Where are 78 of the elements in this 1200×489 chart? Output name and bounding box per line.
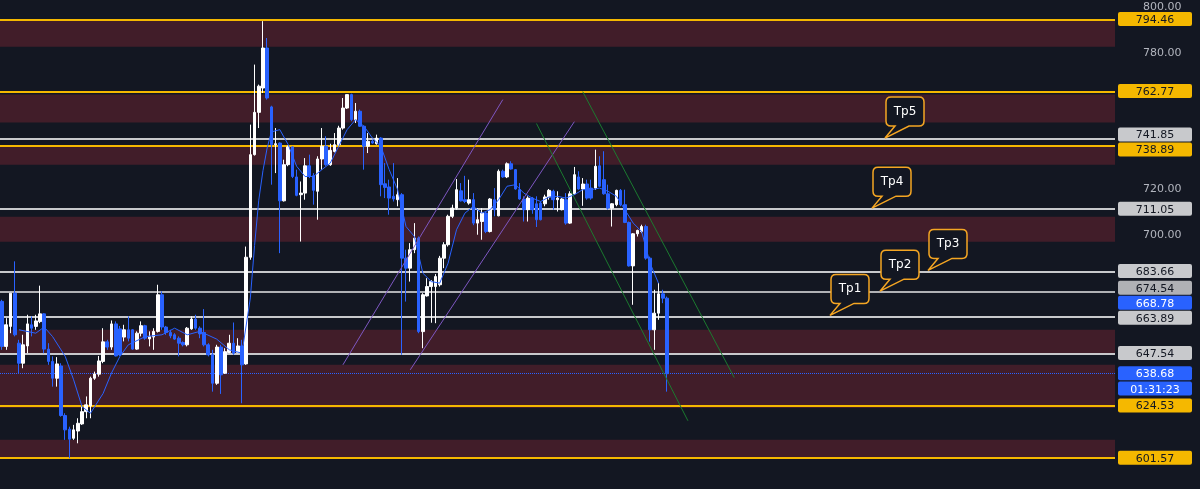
candlestick bbox=[143, 324, 147, 341]
candlestick bbox=[564, 192, 568, 226]
candlestick bbox=[484, 211, 488, 234]
ref-line-label: 624.53 bbox=[1135, 399, 1175, 413]
candlestick bbox=[148, 330, 151, 347]
candlestick bbox=[472, 192, 475, 226]
candlestick bbox=[497, 168, 500, 217]
candlestick bbox=[219, 344, 223, 395]
candlestick bbox=[631, 232, 635, 306]
ref-line-label: 638.68 bbox=[1135, 367, 1175, 381]
annotation: Tp5 bbox=[892, 104, 917, 119]
speech-bubble: Tp4 bbox=[871, 166, 912, 209]
candlestick bbox=[526, 195, 530, 223]
candlestick bbox=[232, 322, 235, 356]
ref-line-label: 663.89 bbox=[1135, 311, 1175, 325]
candlestick bbox=[169, 329, 172, 339]
candlestick bbox=[371, 139, 374, 145]
candlestick bbox=[577, 170, 580, 191]
y-tick-label: 720.00 bbox=[1143, 182, 1182, 196]
candlestick bbox=[379, 136, 383, 197]
y-tick-label: 700.00 bbox=[1143, 227, 1182, 241]
candlestick bbox=[350, 93, 353, 122]
candlestick bbox=[278, 141, 282, 254]
candlestick bbox=[581, 177, 585, 207]
candlestick bbox=[594, 149, 597, 191]
candlestick bbox=[573, 166, 576, 196]
candlestick bbox=[493, 187, 496, 217]
ref-line-label: 741.85 bbox=[1135, 128, 1175, 142]
candlestick bbox=[160, 290, 164, 331]
candlestick bbox=[396, 177, 399, 207]
candlestick bbox=[122, 324, 126, 342]
candlestick bbox=[110, 319, 113, 351]
candlestick bbox=[568, 190, 572, 225]
ref-line-label: 738.89 bbox=[1135, 143, 1175, 157]
y-tick-label: 800.00 bbox=[1143, 0, 1182, 14]
ref-line-label: 683.66 bbox=[1135, 264, 1175, 278]
candlestick bbox=[417, 236, 420, 334]
ref-line-label: 601.57 bbox=[1135, 451, 1175, 465]
candlestick bbox=[400, 192, 404, 356]
candlestick bbox=[13, 260, 17, 337]
candlestick bbox=[114, 320, 118, 357]
candlestick bbox=[585, 179, 589, 201]
candlestick bbox=[30, 315, 33, 337]
candlestick bbox=[551, 189, 555, 211]
candlestick bbox=[589, 179, 593, 201]
candlestick bbox=[177, 335, 181, 357]
annotation: Tp1 bbox=[837, 281, 862, 296]
ref-line-label: 762.77 bbox=[1135, 85, 1175, 98]
text: 01:31:23 bbox=[1130, 382, 1180, 396]
candlestick bbox=[274, 127, 277, 174]
speech-bubble: Tp1 bbox=[829, 273, 870, 317]
ref-line-label: 711.05 bbox=[1135, 202, 1175, 216]
annotation: Tp4 bbox=[879, 174, 904, 189]
speech-bubble: Tp3 bbox=[927, 228, 968, 272]
candlestick bbox=[480, 207, 484, 241]
candlestick bbox=[0, 299, 4, 351]
candlestick bbox=[366, 132, 370, 154]
candlestick bbox=[505, 161, 509, 179]
candlestick bbox=[118, 325, 122, 357]
candlestick bbox=[501, 169, 505, 179]
annotation: Tp2 bbox=[887, 257, 912, 272]
candlestick bbox=[215, 344, 219, 386]
candlestick bbox=[324, 135, 328, 167]
candlestick bbox=[55, 356, 59, 388]
candlestick bbox=[354, 102, 357, 124]
ref-line-label: 794.46 bbox=[1135, 12, 1175, 26]
ref-line-label: 674.54 bbox=[1135, 281, 1175, 295]
candlestick bbox=[105, 339, 109, 351]
y-tick-label: 780.00 bbox=[1143, 45, 1182, 59]
candlestick bbox=[265, 37, 269, 101]
annotation: Tp3 bbox=[935, 236, 960, 251]
speech-bubble: Tp5 bbox=[884, 96, 925, 139]
text: 668.78 bbox=[1135, 296, 1175, 310]
candlestick bbox=[467, 179, 471, 206]
candlestick bbox=[488, 197, 492, 233]
candlestick bbox=[463, 175, 467, 204]
speech-bubble: Tp2 bbox=[879, 249, 920, 292]
ref-line-label: 647.54 bbox=[1135, 347, 1175, 361]
